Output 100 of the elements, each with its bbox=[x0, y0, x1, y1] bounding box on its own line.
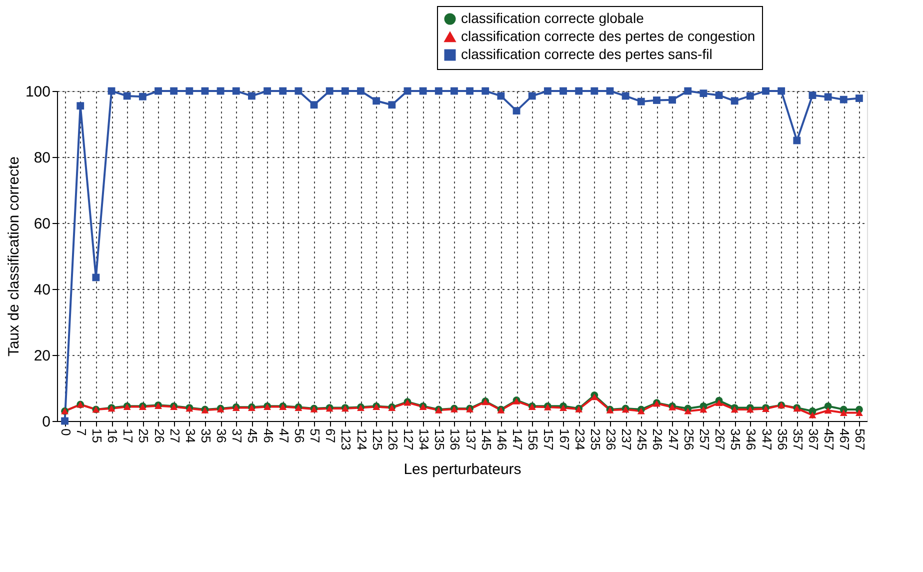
x-tick-label: 123 bbox=[338, 428, 354, 450]
point bbox=[512, 107, 520, 115]
point bbox=[138, 92, 146, 100]
point bbox=[700, 90, 708, 98]
x-tick-label: 37 bbox=[230, 428, 245, 443]
x-tick-label: 156 bbox=[526, 428, 541, 450]
x-tick-label: 46 bbox=[260, 428, 276, 443]
x-tick-label: 56 bbox=[292, 428, 307, 443]
point bbox=[170, 87, 178, 95]
point bbox=[372, 97, 380, 105]
x-tick-label: 134 bbox=[416, 428, 432, 450]
x-tick-label: 167 bbox=[556, 428, 572, 450]
x-tick-label: 137 bbox=[463, 428, 478, 450]
point bbox=[123, 92, 131, 100]
point bbox=[497, 92, 505, 100]
x-tick-label: 125 bbox=[370, 428, 385, 450]
x-tick-label: 247 bbox=[666, 428, 681, 450]
point bbox=[450, 87, 458, 95]
point bbox=[154, 87, 162, 95]
point bbox=[684, 87, 692, 95]
point bbox=[793, 136, 801, 144]
point bbox=[575, 87, 583, 95]
point bbox=[778, 87, 786, 95]
x-tick-label: 234 bbox=[572, 428, 588, 450]
x-tick-label: 457 bbox=[822, 428, 837, 450]
y-axis-title: Taux de classification correcte bbox=[5, 156, 22, 357]
x-tick-label: 267 bbox=[712, 428, 728, 450]
x-tick-label: 256 bbox=[681, 428, 696, 450]
point bbox=[294, 87, 302, 95]
x-tick-label: 567 bbox=[852, 428, 868, 450]
x-tick-label: 67 bbox=[323, 428, 338, 443]
point bbox=[248, 92, 256, 100]
x-tick-label: 15 bbox=[89, 428, 104, 443]
y-tick-label: 20 bbox=[34, 348, 50, 364]
x-tick-label: 17 bbox=[120, 428, 136, 443]
x-tick-label: 246 bbox=[650, 428, 666, 450]
x-tick-label: 157 bbox=[541, 428, 556, 450]
x-axis-title: Les perturbateurs bbox=[404, 461, 522, 478]
point bbox=[232, 87, 240, 95]
x-tick-label: 27 bbox=[167, 428, 182, 443]
point bbox=[856, 94, 863, 102]
point bbox=[762, 87, 770, 95]
point bbox=[668, 96, 676, 104]
point bbox=[824, 407, 832, 414]
point bbox=[279, 87, 287, 95]
x-tick-label: 26 bbox=[152, 428, 167, 443]
x-tick-label: 124 bbox=[354, 428, 370, 450]
x-tick-label: 345 bbox=[728, 428, 744, 450]
point bbox=[824, 402, 832, 410]
x-tick-label: 127 bbox=[400, 428, 416, 450]
point bbox=[388, 101, 396, 109]
x-tick-label: 0 bbox=[58, 428, 74, 436]
x-tick-label: 16 bbox=[105, 428, 120, 443]
point bbox=[186, 87, 194, 95]
point bbox=[482, 87, 490, 95]
x-tick-label: 357 bbox=[790, 428, 806, 450]
x-tick-label: 356 bbox=[774, 428, 790, 450]
x-tick-label: 146 bbox=[494, 428, 510, 450]
x-tick-label: 237 bbox=[619, 428, 634, 450]
point bbox=[840, 96, 848, 104]
x-tick-label: 135 bbox=[432, 428, 448, 450]
x-tick-label: 147 bbox=[510, 428, 526, 450]
x-tick-label: 7 bbox=[74, 428, 89, 436]
point bbox=[824, 93, 832, 101]
x-tick-label: 467 bbox=[837, 428, 852, 450]
x-tick-label: 346 bbox=[744, 428, 759, 450]
y-tick-label: 60 bbox=[34, 216, 50, 232]
x-tick-label: 257 bbox=[696, 428, 712, 450]
x-tick-label: 235 bbox=[588, 428, 603, 450]
point bbox=[590, 87, 598, 95]
point bbox=[216, 87, 224, 95]
x-tick-label: 245 bbox=[634, 428, 650, 450]
point bbox=[310, 101, 318, 109]
point bbox=[544, 87, 552, 95]
x-tick-label: 47 bbox=[276, 428, 292, 443]
point bbox=[264, 87, 271, 95]
point bbox=[92, 274, 100, 282]
point bbox=[730, 97, 738, 105]
point bbox=[715, 92, 723, 99]
point bbox=[700, 406, 708, 413]
x-tick-label: 367 bbox=[806, 428, 821, 450]
x-tick-label: 347 bbox=[759, 428, 774, 450]
point bbox=[326, 87, 334, 95]
x-tick-label: 25 bbox=[136, 428, 152, 443]
point bbox=[637, 98, 645, 106]
point bbox=[808, 92, 816, 99]
point bbox=[746, 92, 754, 100]
point bbox=[560, 87, 567, 95]
x-tick-label: 35 bbox=[198, 428, 214, 443]
x-tick-label: 236 bbox=[603, 428, 618, 450]
x-tick-label: 136 bbox=[448, 428, 463, 450]
point bbox=[684, 408, 692, 414]
y-tick-label: 100 bbox=[25, 84, 50, 100]
point bbox=[528, 92, 536, 100]
x-tick-label: 36 bbox=[214, 428, 230, 443]
point bbox=[76, 102, 84, 110]
point bbox=[840, 410, 848, 416]
y-tick-label: 40 bbox=[34, 282, 50, 298]
x-tick-label: 126 bbox=[385, 428, 400, 450]
legend-label: classification correcte des pertes de congestion bbox=[461, 28, 756, 44]
